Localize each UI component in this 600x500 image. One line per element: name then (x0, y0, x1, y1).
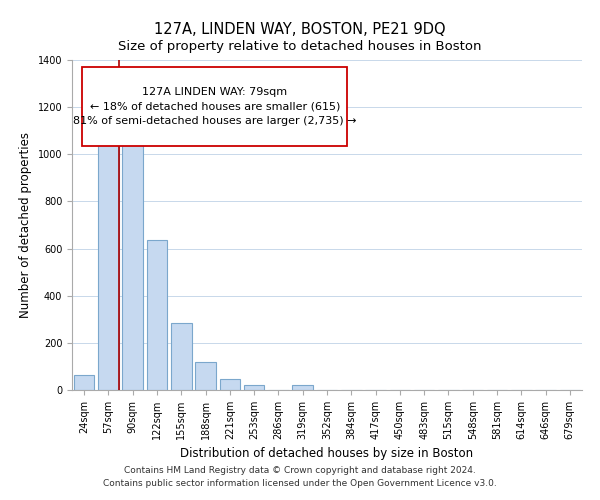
Bar (244, 385, 265, 390)
Text: 127A LINDEN WAY: 79sqm
← 18% of detached houses are smaller (615)
81% of semi-de: 127A LINDEN WAY: 79sqm ← 18% of detached… (73, 87, 356, 126)
Text: Contains HM Land Registry data © Crown copyright and database right 2024.
Contai: Contains HM Land Registry data © Crown c… (103, 466, 497, 487)
Bar (122, 118, 143, 390)
Bar (171, 323, 191, 390)
Bar (98, 139, 119, 390)
Bar (74, 374, 94, 390)
Bar (146, 240, 167, 390)
FancyBboxPatch shape (82, 66, 347, 146)
Text: 127A, LINDEN WAY, BOSTON, PE21 9DQ: 127A, LINDEN WAY, BOSTON, PE21 9DQ (154, 22, 446, 38)
Bar (292, 385, 313, 390)
Bar (220, 378, 240, 390)
Text: Size of property relative to detached houses in Boston: Size of property relative to detached ho… (118, 40, 482, 53)
X-axis label: Distribution of detached houses by size in Boston: Distribution of detached houses by size … (181, 448, 473, 460)
Bar (195, 362, 216, 390)
Y-axis label: Number of detached properties: Number of detached properties (19, 132, 32, 318)
